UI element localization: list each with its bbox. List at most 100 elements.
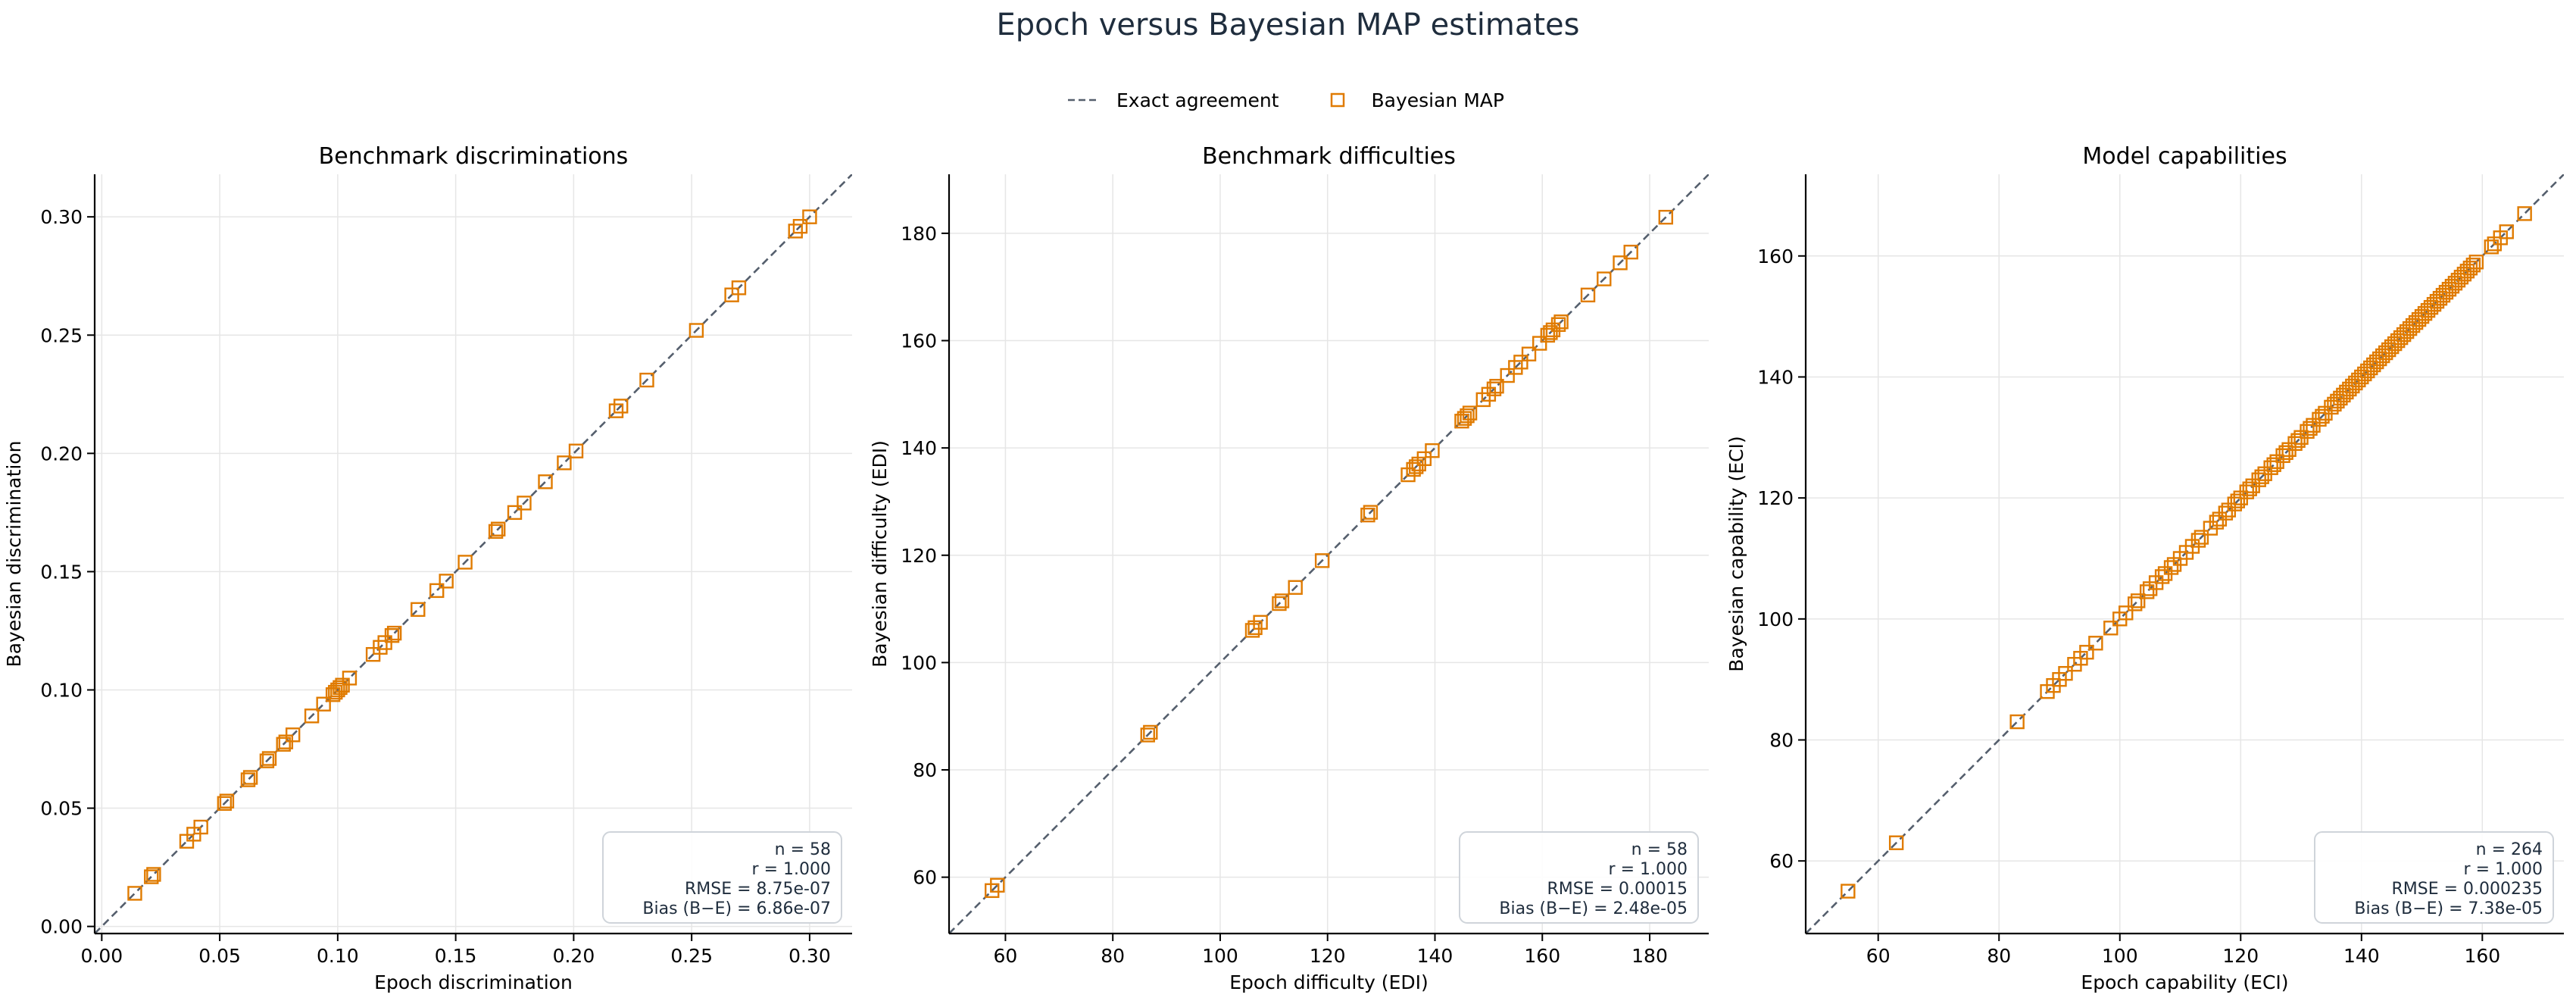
data-point (1658, 209, 1673, 225)
data-point (1314, 553, 1330, 568)
data-point (1597, 271, 1612, 286)
y-tick-label: 0.25 (40, 324, 83, 346)
data-point (2290, 433, 2306, 448)
y-tick-label: 0.05 (40, 798, 83, 820)
data-point (411, 602, 426, 618)
data-point (1475, 392, 1491, 408)
data-point (1288, 580, 1303, 595)
stats-line: r = 1.000 (752, 860, 831, 879)
chart-panel-1: 0.00 0.05 0.10 0.15 0.20 0.25 0.30 0.00 0.05 0.10… (3, 143, 852, 993)
x-tick-label: 0.30 (788, 945, 831, 967)
y-tick-label: 60 (1769, 850, 1794, 872)
data-point (2303, 421, 2318, 436)
data-point (639, 372, 654, 388)
data-point (285, 727, 301, 743)
data-point (2484, 239, 2499, 255)
data-point (990, 877, 1005, 893)
data-point (2218, 505, 2234, 521)
data-point (2103, 621, 2119, 636)
data-point (1408, 459, 1424, 474)
stats-line: Bias (B−E) = 7.38e-05 (2354, 899, 2543, 918)
y-axis-label: Bayesian capability (ECI) (1725, 436, 1747, 671)
y-axis-label: Bayesian difficulty (EDI) (869, 440, 891, 668)
data-point (2127, 596, 2143, 611)
data-point (1543, 325, 1558, 340)
data-point (1140, 727, 1155, 743)
data-point (1363, 505, 1379, 520)
stats-line: n = 58 (775, 840, 831, 859)
data-point (1411, 456, 1426, 472)
data-point (1274, 593, 1290, 608)
data-point (2190, 533, 2206, 548)
stats-line: RMSE = 0.000235 (2391, 880, 2543, 899)
data-point (608, 403, 624, 418)
x-tick-label: 100 (2102, 945, 2138, 967)
data-point (429, 583, 445, 599)
data-point (1841, 884, 1856, 899)
data-point (333, 680, 348, 696)
stats-box (1459, 831, 1699, 924)
data-point (2194, 530, 2209, 545)
data-point (2278, 445, 2293, 460)
data-point (242, 770, 258, 785)
data-point (1486, 381, 1502, 396)
hollow-square-marker-icon (1331, 92, 1345, 108)
y-tick-label: 100 (1757, 608, 1794, 630)
x-tick-label: 0.15 (435, 945, 477, 967)
figure-legend: Exact agreement Bayesian MAP (1066, 85, 1504, 115)
data-point (384, 627, 400, 643)
data-point (507, 505, 523, 521)
data-point (193, 819, 208, 835)
x-axis-label: Epoch capability (ECI) (2081, 971, 2288, 993)
stats-line: n = 58 (1631, 840, 1688, 859)
stats-line: Bias (B−E) = 2.48e-05 (1499, 899, 1688, 918)
data-point (491, 521, 506, 536)
data-point (1613, 255, 1628, 271)
data-point (2209, 515, 2225, 530)
data-point (240, 772, 256, 787)
data-point (1143, 724, 1158, 740)
x-tick-label: 160 (2464, 945, 2500, 967)
data-point (1460, 408, 1475, 424)
data-point (2154, 569, 2170, 584)
data-point (217, 796, 233, 812)
legend-label-exact-agreement: Exact agreement (1116, 89, 1279, 111)
data-point (1457, 411, 1472, 426)
x-tick-label: 60 (1866, 945, 1891, 967)
y-tick-label: 120 (1757, 487, 1794, 509)
data-point (1508, 360, 1523, 375)
data-point (1580, 287, 1596, 303)
x-tick-label: 80 (1987, 945, 2011, 967)
y-tick-label: 100 (901, 652, 937, 674)
stats-line: r = 1.000 (1609, 860, 1688, 879)
stats-line: n = 264 (2476, 840, 2543, 859)
data-point (276, 737, 291, 752)
data-point (1360, 507, 1375, 523)
data-point (688, 323, 704, 338)
x-tick-label: 180 (1631, 945, 1668, 967)
data-point (2266, 457, 2281, 472)
x-tick-label: 60 (994, 945, 1018, 967)
data-point (2517, 206, 2532, 221)
data-point (386, 625, 402, 641)
data-point (2315, 408, 2330, 424)
data-point (1532, 336, 1547, 351)
data-point (731, 280, 747, 296)
data-point (2009, 714, 2025, 730)
y-tick-label: 180 (901, 223, 937, 245)
data-point (1247, 620, 1263, 636)
y-tick-label: 140 (901, 437, 937, 459)
data-point (557, 455, 572, 471)
data-point (1462, 405, 1478, 421)
data-point (792, 218, 808, 234)
y-tick-label: 80 (1769, 730, 1794, 752)
data-point (146, 867, 161, 882)
figure-title: Epoch versus Bayesian MAP estimates (996, 8, 1580, 42)
data-point (373, 640, 388, 655)
data-point (2130, 593, 2146, 608)
data-point (144, 869, 159, 884)
data-point (488, 524, 504, 540)
y-tick-label: 0.10 (40, 679, 83, 701)
x-tick-label: 140 (2343, 945, 2380, 967)
data-point (316, 696, 331, 712)
